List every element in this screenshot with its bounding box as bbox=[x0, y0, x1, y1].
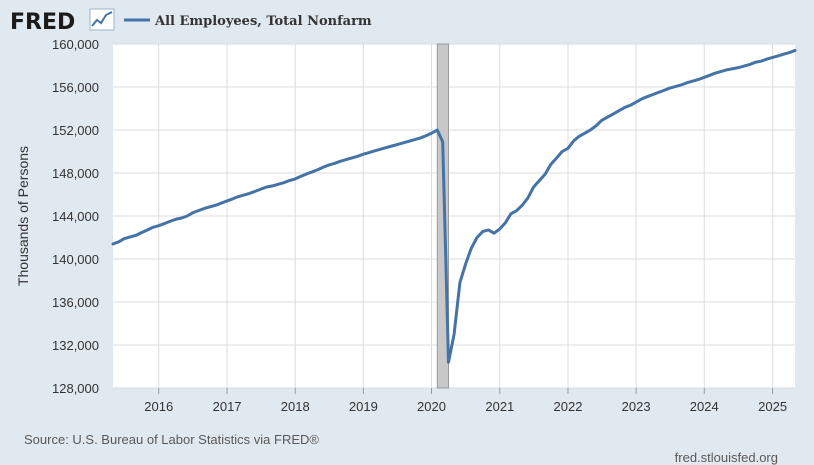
x-axis: 2016 2017 2018 2019 2020 2021 2022 2023 2024 2025 bbox=[144, 388, 787, 414]
x-tick-label: 2016 bbox=[144, 399, 173, 414]
series-layer bbox=[111, 48, 797, 364]
source-text: Source: U.S. Bureau of Labor Statistics … bbox=[24, 432, 319, 447]
line-chart-icon bbox=[89, 8, 115, 31]
x-tick-label: 2024 bbox=[690, 399, 719, 414]
y-tick-label: 132,000 bbox=[52, 338, 99, 353]
y-tick-label: 156,000 bbox=[52, 80, 99, 95]
x-tick-label: 2018 bbox=[281, 399, 310, 414]
grid-lines bbox=[113, 43, 795, 389]
fred-url-link[interactable]: fred.stlouisfed.org bbox=[675, 450, 778, 465]
recession-band bbox=[436, 43, 449, 389]
y-tick-label: 144,000 bbox=[52, 209, 99, 224]
x-tick-label: 2019 bbox=[349, 399, 378, 414]
series-line bbox=[111, 48, 797, 364]
x-tick-label: 2025 bbox=[758, 399, 787, 414]
x-tick-label: 2020 bbox=[417, 399, 446, 414]
legend-label: All Employees, Total Nonfarm bbox=[154, 14, 372, 29]
y-tick-label: 140,000 bbox=[52, 252, 99, 267]
y-axis: 128,000 132,000 136,000 140,000 144,000 148,0… bbox=[52, 37, 99, 396]
y-tick-label: 148,000 bbox=[52, 166, 99, 181]
x-tick-label: 2022 bbox=[554, 399, 583, 414]
y-tick-label: 160,000 bbox=[52, 37, 99, 52]
x-tick-label: 2017 bbox=[213, 399, 242, 414]
x-tick-label: 2021 bbox=[485, 399, 514, 414]
y-tick-label: 128,000 bbox=[52, 381, 99, 396]
recession-shading bbox=[436, 43, 449, 389]
fred-logo[interactable]: FRED bbox=[10, 8, 115, 35]
x-tick-label: 2023 bbox=[622, 399, 651, 414]
fred-logo-text: FRED bbox=[10, 10, 75, 35]
y-tick-label: 152,000 bbox=[52, 123, 99, 138]
y-tick-label: 136,000 bbox=[52, 295, 99, 310]
y-axis-title: Thousands of Persons bbox=[15, 146, 31, 286]
legend: All Employees, Total Nonfarm bbox=[124, 14, 372, 29]
